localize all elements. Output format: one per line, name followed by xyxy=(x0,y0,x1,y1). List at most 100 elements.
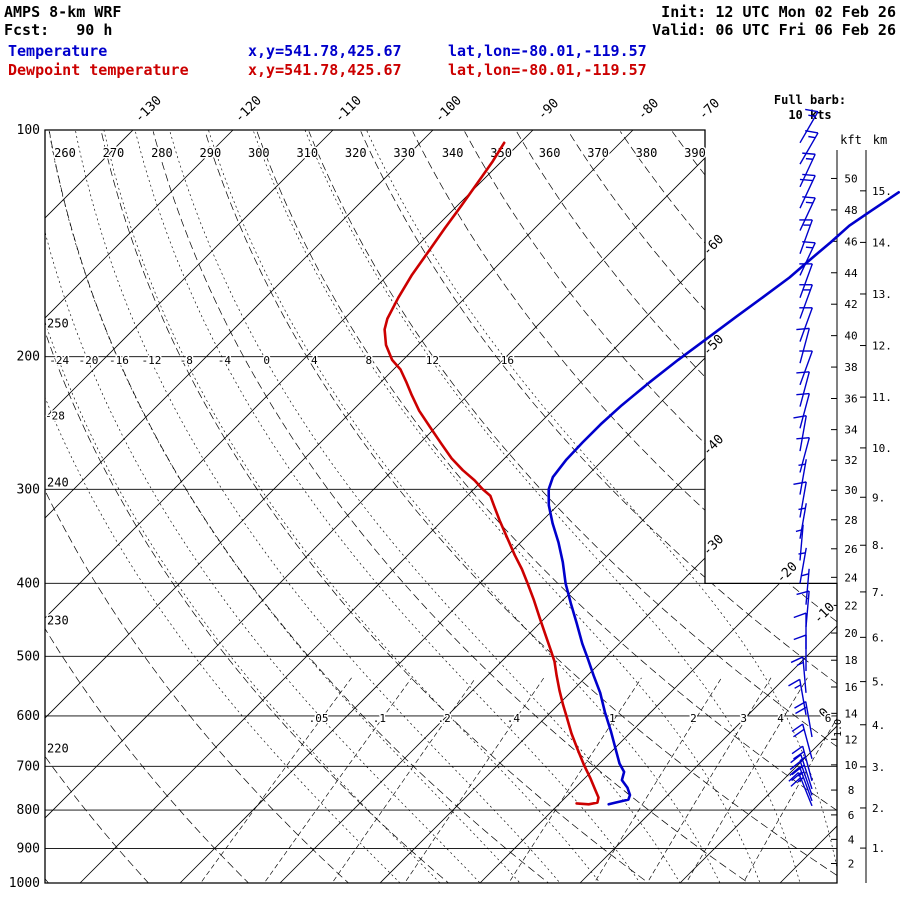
pressure-tick-label: 1000 xyxy=(9,876,40,891)
dewpoint-curve xyxy=(383,141,600,806)
km-tick-label: 6. xyxy=(872,631,885,644)
wind-barb xyxy=(793,415,807,452)
forecast-hour: Fcst: 90 h xyxy=(4,21,113,39)
kft-tick-label: 10 xyxy=(844,759,857,772)
kft-tick-label: 48 xyxy=(844,204,857,217)
km-axis-header: km xyxy=(873,133,887,147)
km-tick-label: 9. xyxy=(872,491,885,504)
full-barb-label: Full barb: xyxy=(774,93,846,107)
dry-adiabat-label-top: 370 xyxy=(587,146,609,160)
full-barb-legend: Full barb:10 kts xyxy=(774,93,846,122)
moist-adiabat-label: -28 xyxy=(45,409,65,422)
grid xyxy=(45,130,837,883)
dewpoint-latlon: lat,lon=-80.01,-119.57 xyxy=(448,61,647,79)
kft-tick-label: 38 xyxy=(844,361,857,374)
kft-tick-label: 4 xyxy=(848,833,855,846)
wind-barb xyxy=(799,219,813,254)
km-tick-label: 4. xyxy=(872,719,885,732)
temperature-label: Temperature xyxy=(8,42,108,60)
isotherm-label-right: -10 xyxy=(811,600,838,627)
dry-adiabat-label-top: 330 xyxy=(393,146,415,160)
kft-tick-label: 24 xyxy=(844,571,858,584)
moist-adiabat-label: 0 xyxy=(263,354,270,367)
kft-tick-label: 50 xyxy=(844,172,857,185)
pressure-tick-label: 700 xyxy=(17,759,40,774)
kft-tick-label: 28 xyxy=(844,514,857,527)
moist-adiabat-label: -20 xyxy=(78,354,98,367)
pressure-tick-label: 800 xyxy=(17,803,40,818)
mixing-ratio-label: 1 xyxy=(609,712,616,725)
mixing-ratio-label: 6 xyxy=(825,712,832,725)
moist-adiabat-label: -12 xyxy=(141,354,161,367)
km-tick-label: 3. xyxy=(872,761,885,774)
wind-barb xyxy=(799,130,819,165)
temperature-xy: x,y=541.78,425.67 xyxy=(248,42,402,60)
pressure-tick-label: 100 xyxy=(17,123,40,138)
mixing-ratio-label: .2 xyxy=(438,712,451,725)
wind-barb xyxy=(793,612,807,650)
mixing-ratio-lines xyxy=(187,677,837,883)
moist-adiabat-label: -16 xyxy=(109,354,129,367)
kft-tick-label: 36 xyxy=(844,392,857,405)
isotherm-label-right: -30 xyxy=(700,532,727,559)
kft-tick-label: 20 xyxy=(844,627,857,640)
dry-adiabat-label-top: 380 xyxy=(636,146,658,160)
dry-adiabat-label-left: 250 xyxy=(47,317,69,331)
mixing-ratio-label: 2 xyxy=(690,712,697,725)
wind-barbs xyxy=(788,108,819,807)
pressure-tick-label: 400 xyxy=(17,576,40,591)
isotherm-label-right: -60 xyxy=(700,232,727,259)
kft-tick-label: 22 xyxy=(844,599,857,612)
kft-tick-label: 40 xyxy=(844,330,857,343)
right-edge-extra-label: 1.0 xyxy=(833,719,844,737)
kft-tick-label: 2 xyxy=(848,858,855,871)
isotherm-label-right: -20 xyxy=(774,559,801,586)
kft-tick-label: 6 xyxy=(848,809,855,822)
km-tick-label: 12. xyxy=(872,340,892,353)
km-tick-label: 15. xyxy=(872,185,892,198)
dry-adiabat-label-top: 360 xyxy=(539,146,561,160)
dry-adiabat-label-top: 280 xyxy=(151,146,173,160)
isotherm-label-right: -50 xyxy=(700,332,727,359)
init-time: Init: 12 UTC Mon 02 Feb 26 xyxy=(652,3,896,21)
dewpoint-xy: x,y=541.78,425.67 xyxy=(248,61,402,79)
isotherms xyxy=(45,130,837,883)
dry-adiabat-label-top: 270 xyxy=(103,146,125,160)
dewpoint-legend-row: Dewpoint temperature x,y=541.78,425.67 l… xyxy=(8,61,900,151)
dry-adiabat-label-top: 390 xyxy=(684,146,706,160)
mixing-ratio-label: .4 xyxy=(507,712,521,725)
dry-adiabat-label-left: 240 xyxy=(47,476,69,490)
kft-tick-label: 46 xyxy=(844,235,857,248)
wind-barb xyxy=(796,437,810,473)
dry-adiabat-label-top: 310 xyxy=(296,146,318,160)
kft-tick-label: 16 xyxy=(844,681,857,694)
dry-adiabats xyxy=(45,131,837,883)
moist-adiabat-label: 12 xyxy=(426,354,439,367)
dry-adiabat-label-top: 320 xyxy=(345,146,367,160)
wind-barb xyxy=(796,392,810,429)
mixing-ratio-label: .1 xyxy=(373,712,386,725)
pressure-tick-label: 200 xyxy=(17,350,40,365)
kft-tick-label: 30 xyxy=(844,484,857,497)
kft-axis-header: kft xyxy=(840,133,862,147)
dry-adiabat-label-top: 290 xyxy=(200,146,222,160)
kft-tick-label: 44 xyxy=(844,267,858,280)
pressure-tick-label: 900 xyxy=(17,842,40,857)
km-tick-label: 2. xyxy=(872,802,885,815)
temperature-latlon: lat,lon=-80.01,-119.57 xyxy=(448,42,647,60)
height-scale: kft km24681012141618202224262830323436384… xyxy=(831,133,892,883)
wind-barb xyxy=(798,459,807,495)
dry-adiabat-label-left: 220 xyxy=(47,741,69,755)
pressure-tick-label: 600 xyxy=(17,709,40,724)
mixing-ratio-label: .05 xyxy=(309,712,329,725)
moist-adiabat-label: 16 xyxy=(501,354,514,367)
km-tick-label: 10. xyxy=(872,442,892,455)
wind-barb xyxy=(790,656,807,693)
kft-tick-label: 12 xyxy=(844,733,857,746)
kft-tick-label: 32 xyxy=(844,454,857,467)
kft-tick-label: 34 xyxy=(844,424,858,437)
wind-barb xyxy=(788,772,813,807)
moist-adiabats xyxy=(45,130,837,883)
wind-barb xyxy=(793,481,807,518)
